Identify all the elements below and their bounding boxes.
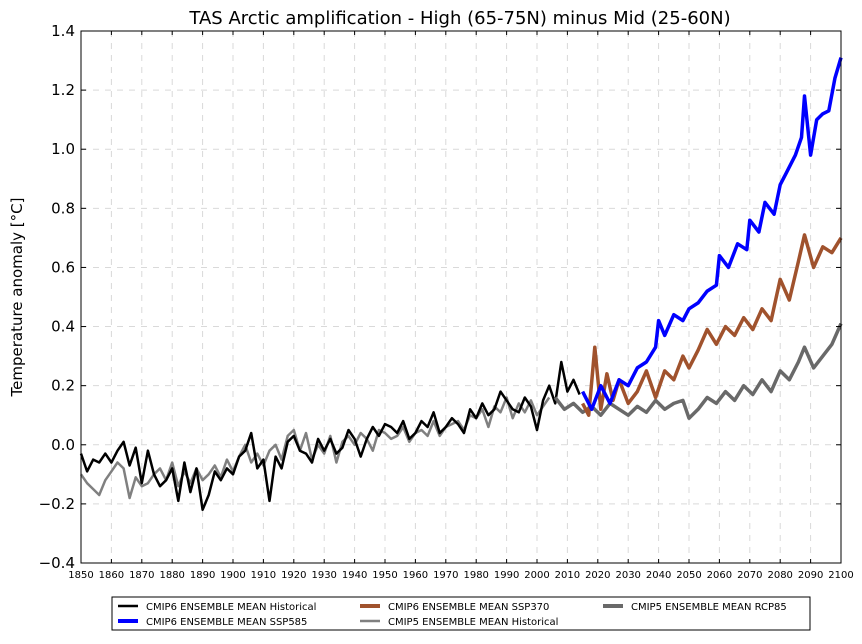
- x-tick-label: 2060: [707, 570, 732, 581]
- series-lines: [79, 57, 843, 512]
- legend-label: CMIP5 ENSEMBLE MEAN RCP85: [631, 602, 787, 613]
- x-tick-label: 2100: [828, 570, 853, 581]
- legend-label: CMIP6 ENSEMBLE MEAN Historical: [146, 602, 316, 613]
- series-line-4: [553, 322, 843, 420]
- y-tick-label: 0.2: [51, 377, 75, 395]
- series-line-2: [581, 233, 843, 417]
- x-tick-label: 1910: [251, 570, 276, 581]
- x-tick-label: 1970: [433, 570, 458, 581]
- y-tick-label: 0.0: [51, 436, 75, 454]
- x-tick-label: 1940: [342, 570, 367, 581]
- series-line-0: [79, 360, 581, 512]
- x-tick-label: 1950: [372, 570, 397, 581]
- x-tick-label: 2090: [798, 570, 823, 581]
- x-tick-label: 2030: [615, 570, 640, 581]
- x-tick-label: 1980: [463, 570, 488, 581]
- legend-label: CMIP6 ENSEMBLE MEAN SSP585: [146, 617, 307, 628]
- x-tick-label: 1920: [281, 570, 306, 581]
- legend-label: CMIP5 ENSEMBLE MEAN Historical: [388, 617, 558, 628]
- y-tick-label: 1.2: [51, 81, 75, 99]
- y-tick-label: 0.4: [51, 318, 75, 336]
- x-tick-label: 1860: [99, 570, 124, 581]
- y-tick-label: 1.4: [51, 22, 75, 40]
- x-tick-label: 2080: [767, 570, 792, 581]
- x-tick-label: 2010: [555, 570, 580, 581]
- x-tick-label: 1930: [311, 570, 336, 581]
- y-tick-label: 1.0: [51, 140, 75, 158]
- x-tick-label: 1880: [159, 570, 184, 581]
- x-tick-label: 2040: [646, 570, 671, 581]
- x-tick-label: 2050: [676, 570, 701, 581]
- plot-frame: [80, 30, 842, 564]
- x-tick-label: 1870: [129, 570, 154, 581]
- chart-title: TAS Arctic amplification - High (65-75N)…: [188, 8, 730, 29]
- x-tick-label: 1900: [220, 570, 245, 581]
- y-tick-label: 0.8: [51, 199, 75, 217]
- axis-ticks: 1850 1860 1870 1880 1890 1900 1910 1920 1930 1940…: [39, 22, 854, 581]
- y-tick-label: −0.4: [39, 554, 75, 572]
- x-tick-label: 1990: [494, 570, 519, 581]
- grid: [80, 30, 842, 564]
- legend-label: CMIP6 ENSEMBLE MEAN SSP370: [388, 602, 549, 613]
- x-tick-label: 1960: [403, 570, 428, 581]
- x-tick-label: 2070: [737, 570, 762, 581]
- legend-box: [111, 596, 811, 631]
- x-tick-label: 2020: [585, 570, 610, 581]
- legend: CMIP6 ENSEMBLE MEAN Historical CMIP6 ENSE…: [111, 596, 811, 631]
- x-tick-label: 1850: [68, 570, 93, 581]
- x-tick-label: 2000: [524, 570, 549, 581]
- x-tick-label: 1890: [190, 570, 215, 581]
- y-tick-label: −0.2: [39, 495, 75, 513]
- y-axis-label: Temperature anomaly [°C]: [8, 198, 26, 398]
- series-line-1: [581, 57, 843, 412]
- y-tick-label: 0.6: [51, 258, 75, 276]
